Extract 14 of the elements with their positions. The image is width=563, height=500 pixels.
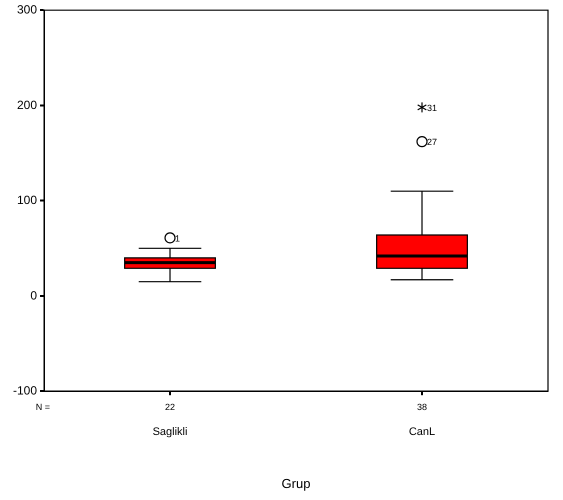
y-tick-label: 200 [16, 98, 38, 112]
y-tick-label: 0 [30, 288, 38, 302]
annotation: 31 [427, 102, 438, 113]
annotation: 1 [175, 233, 180, 244]
y-tick-label: -100 [12, 384, 38, 398]
x-axis-title: Grup [282, 476, 310, 491]
annotation: 27 [427, 137, 438, 148]
y-tick-label: 300 [16, 2, 38, 17]
annotation: 22 [165, 402, 176, 412]
annotation: 38 [416, 402, 428, 412]
y-tick-label: 100 [16, 193, 38, 208]
x-tick-label: Saglikli [152, 426, 188, 438]
text: N = [36, 402, 50, 412]
x-tick-label: CanL [408, 426, 436, 438]
